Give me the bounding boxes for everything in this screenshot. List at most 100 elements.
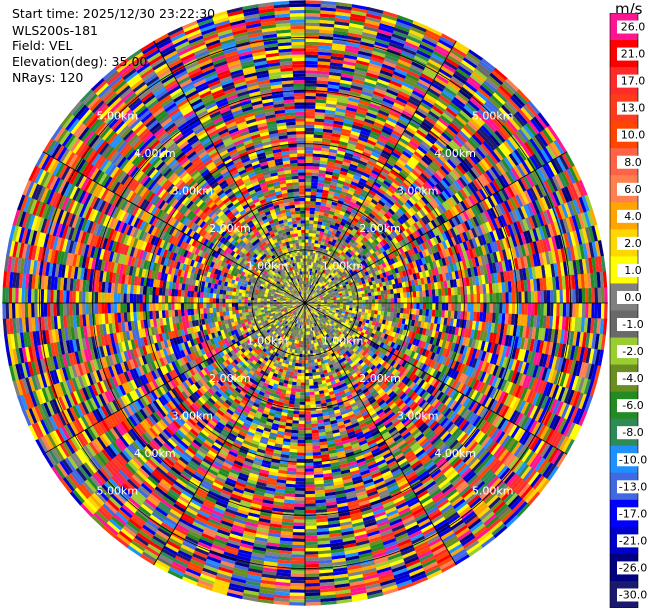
range-gate-cell [412, 134, 424, 144]
range-gate-cell [328, 74, 342, 80]
range-gate-cell [467, 120, 479, 133]
range-gate-cell [305, 232, 309, 237]
range-gate-cell [489, 134, 501, 147]
range-gate-cell [327, 87, 340, 93]
range-gate-cell [403, 179, 412, 188]
range-gate-cell [376, 176, 386, 183]
range-gate-cell [338, 271, 343, 275]
range-gate-cell [368, 299, 372, 304]
range-gate-cell [485, 154, 496, 167]
range-gate-cell [374, 41, 390, 49]
range-gate-cell [408, 158, 418, 167]
range-gate-cell [305, 51, 319, 55]
range-gate-cell [483, 293, 487, 304]
range-gate-cell [556, 289, 560, 304]
range-gate-cell [453, 152, 464, 163]
range-gate-cell [358, 136, 369, 143]
range-gate-cell [413, 150, 424, 160]
range-gate-cell [337, 227, 343, 233]
range-gate-cell [409, 184, 418, 193]
range-gate-cell [354, 172, 363, 178]
range-gate-cell [460, 127, 472, 139]
range-gate-cell [397, 303, 401, 309]
range-gate-cell [581, 303, 586, 319]
range-gate-cell [445, 303, 449, 311]
range-gate-cell [305, 162, 313, 167]
range-gate-cell [464, 185, 474, 196]
range-gate-cell [372, 233, 379, 240]
range-gate-cell [361, 223, 368, 229]
range-gate-cell [345, 45, 360, 51]
range-gate-cell [450, 139, 461, 151]
range-gate-cell [418, 218, 426, 227]
range-gate-cell [359, 206, 366, 213]
range-gate-cell [443, 211, 452, 221]
range-gate-cell [495, 303, 500, 314]
range-gate-cell [369, 154, 380, 162]
range-gate-cell [326, 287, 330, 291]
range-gate-cell [376, 242, 383, 249]
range-gate-cell [390, 132, 401, 141]
range-gate-cell [470, 205, 479, 217]
range-gate-cell [362, 84, 376, 91]
range-gate-cell [446, 54, 462, 66]
range-gate-cell [419, 309, 423, 316]
range-gate-cell [526, 140, 538, 155]
range-gate-cell [305, 245, 309, 249]
range-gate-cell [311, 172, 319, 177]
range-gate-cell [382, 244, 388, 252]
range-gate-cell [463, 172, 473, 184]
range-gate-cell [319, 231, 325, 236]
range-gate-cell [335, 14, 351, 20]
range-gate-cell [406, 308, 410, 315]
range-gate-cell [354, 214, 361, 221]
range-gate-cell [465, 102, 479, 114]
range-gate-cell [426, 61, 441, 72]
range-gate-cell [419, 159, 429, 169]
range-gate-cell [353, 225, 360, 231]
range-gate-cell [312, 272, 315, 276]
range-gate-cell [307, 252, 311, 256]
range-gate-cell [508, 169, 518, 183]
range-gate-cell [537, 150, 549, 165]
range-gate-cell [511, 151, 522, 165]
range-gate-cell [334, 271, 339, 276]
range-gate-cell [326, 93, 339, 99]
range-gate-cell [377, 211, 385, 218]
range-gate-cell [313, 279, 316, 283]
range-gate-cell [408, 29, 425, 39]
range-gate-cell [438, 214, 446, 224]
range-gate-cell [323, 259, 327, 264]
range-gate-cell [379, 240, 385, 247]
range-gate-cell [470, 166, 481, 178]
range-gate-cell [432, 125, 444, 135]
range-gate-cell [332, 43, 347, 49]
range-gate-cell [361, 309, 366, 313]
range-gate-cell [348, 225, 354, 231]
range-gate-cell [346, 298, 350, 301]
range-gate-cell [459, 62, 474, 74]
range-gate-cell [325, 272, 330, 276]
range-gate-cell [476, 303, 481, 313]
range-gate-cell [400, 84, 414, 94]
range-gate-cell [324, 290, 328, 293]
range-gate-cell [330, 282, 335, 286]
range-gate-cell [452, 73, 467, 85]
range-gate-cell [401, 110, 414, 119]
range-gate-cell [377, 291, 382, 296]
range-gate-cell [475, 147, 486, 159]
range-gate-cell [328, 213, 334, 219]
range-gate-cell [394, 303, 398, 308]
range-gate-cell [422, 224, 430, 234]
range-gate-cell [305, 150, 314, 154]
range-gate-cell [422, 70, 437, 80]
range-gate-cell [427, 87, 441, 98]
range-gate-cell [380, 19, 397, 28]
range-gate-cell [308, 271, 310, 275]
range-gate-cell [338, 176, 346, 182]
range-gate-cell [503, 140, 515, 154]
range-gate-cell [369, 254, 375, 260]
range-gate-cell [314, 269, 318, 274]
range-gate-cell [322, 215, 329, 220]
range-gate-cell [373, 121, 385, 129]
